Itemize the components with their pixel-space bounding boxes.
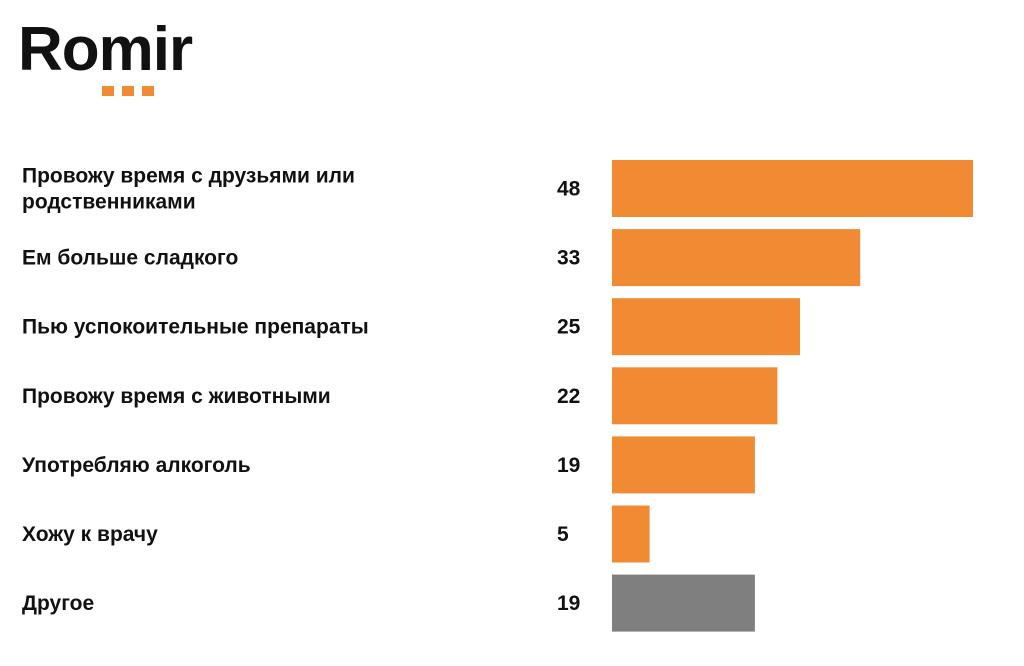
logo-dot-3: [142, 86, 154, 96]
category-label-5: Хожу к врачу: [22, 523, 158, 546]
value-label-6: 19: [557, 592, 580, 615]
value-label-4: 19: [557, 454, 580, 477]
bar-5: [612, 505, 650, 563]
category-label-1: Ем больше сладкого: [22, 247, 238, 270]
category-label-6: Другое: [22, 592, 94, 615]
bar-3: [612, 367, 778, 425]
value-label-1: 33: [557, 247, 580, 270]
category-label-2: Пью успокоительные препараты: [22, 316, 369, 339]
category-label-4: Употребляю алкоголь: [22, 454, 251, 477]
romir-logo: Romir: [18, 14, 218, 98]
logo-dot-1: [102, 86, 114, 96]
bar-2: [612, 298, 801, 356]
bar-4: [612, 436, 755, 494]
value-label-5: 5: [557, 523, 569, 546]
value-label-3: 22: [557, 385, 580, 408]
value-label-0: 48: [557, 178, 581, 201]
bar-0: [612, 160, 973, 217]
category-label-3: Провожу время с животными: [22, 385, 331, 408]
logo-wordmark: Romir: [18, 15, 193, 84]
bar-1: [612, 229, 861, 287]
category-label-0-line-0: Провожу время с друзьями или: [22, 165, 355, 188]
bar-6: [612, 574, 755, 632]
value-label-2: 25: [557, 316, 581, 339]
logo-dot-2: [122, 86, 134, 96]
category-label-0-line-1: родственниками: [22, 191, 196, 214]
